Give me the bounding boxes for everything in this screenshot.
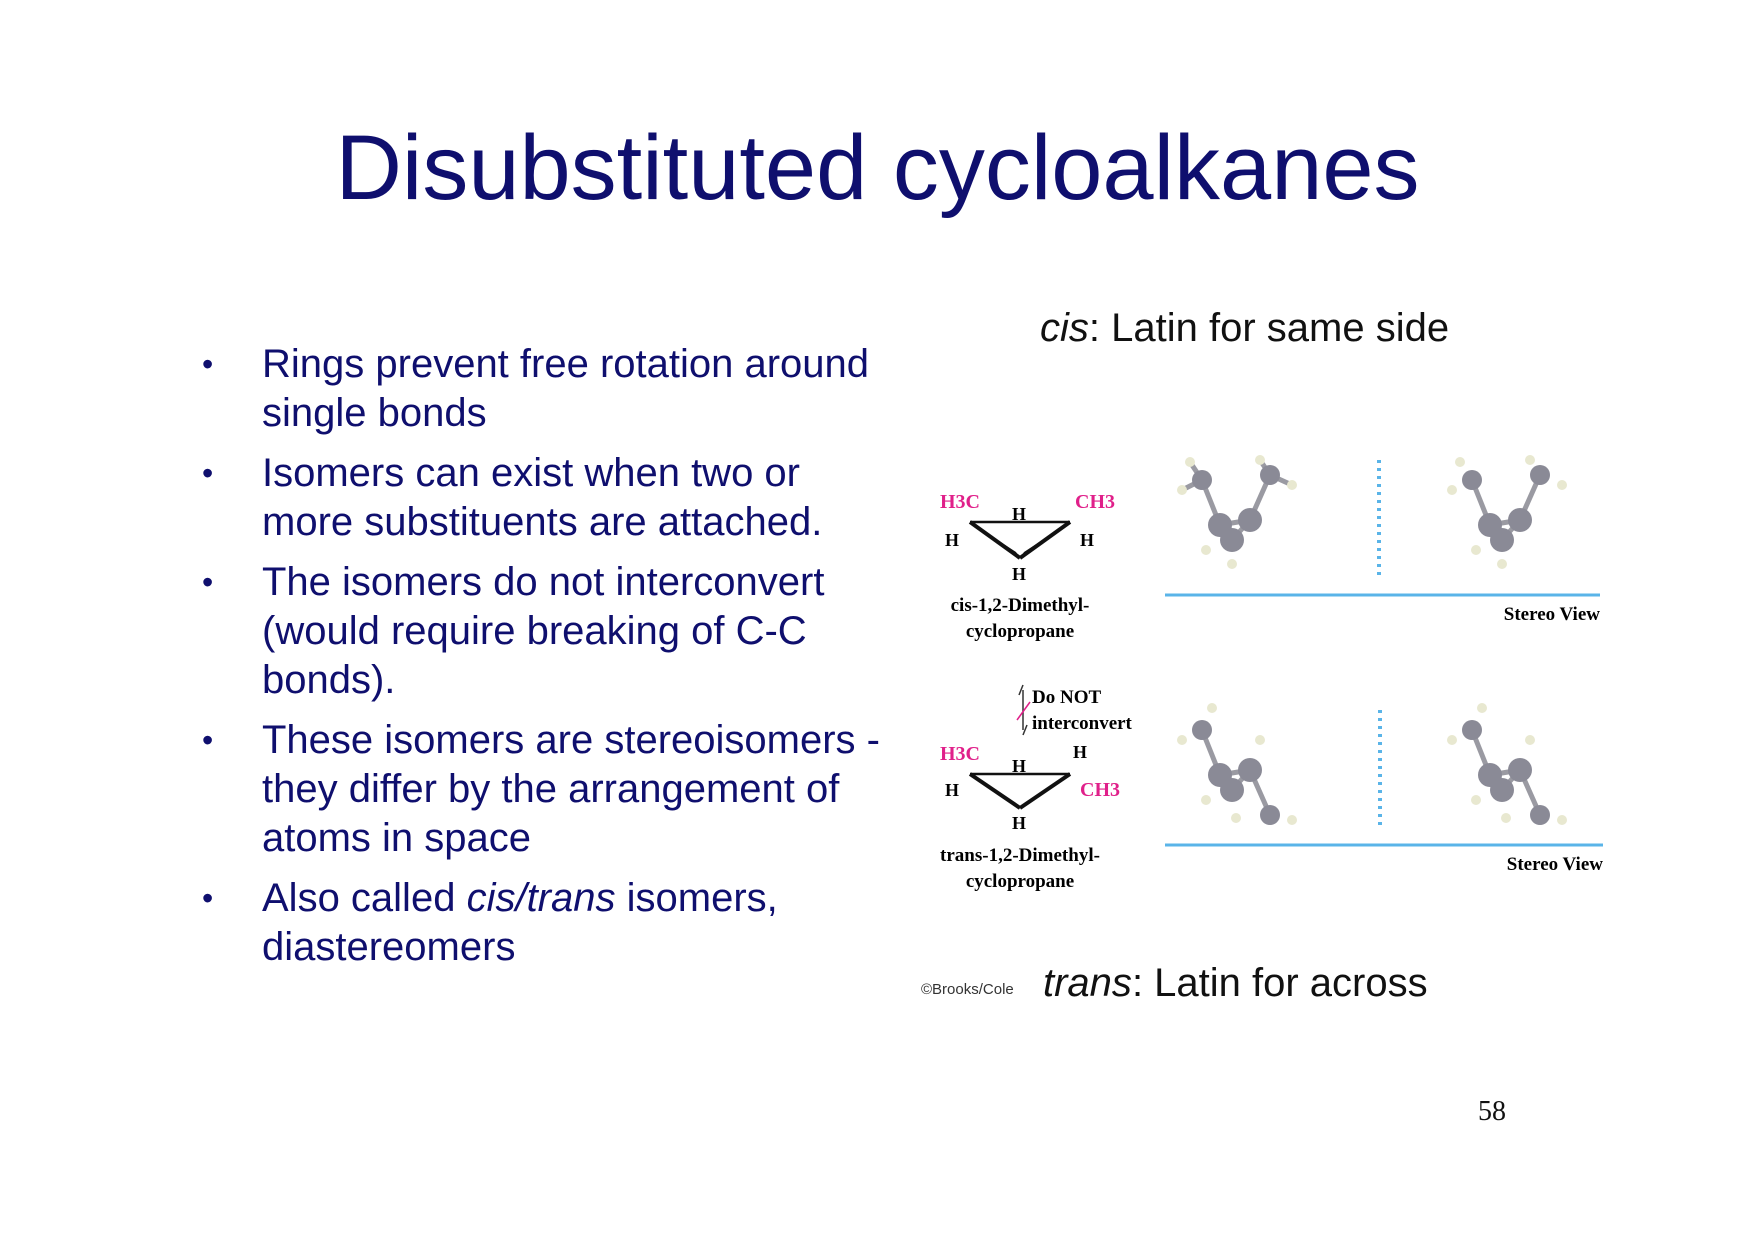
trans-h-upper-right: H — [1073, 742, 1087, 762]
trans-definition: : Latin for across — [1131, 961, 1428, 1005]
ring-bond — [1018, 772, 1072, 810]
trans-structure: H3C H H H CH3 H trans-1,2-Dimethyl- cycl… — [940, 742, 1120, 892]
cis-name-line2: cyclopropane — [966, 621, 1074, 642]
trans-term: trans — [1043, 961, 1132, 1005]
trans-h-top: H — [1012, 756, 1026, 776]
trans-name-line2: cyclopropane — [966, 871, 1074, 892]
trans-h-left: H — [945, 780, 959, 800]
cis-stereo-view-label: Stereo View — [1504, 604, 1600, 625]
bullet-text: Rings prevent free rotation around singl… — [262, 342, 870, 435]
bullet-item: • Rings prevent free rotation around sing… — [190, 340, 890, 438]
trans-ball-stick-left — [1177, 703, 1297, 825]
bullet-text: These isomers are stereoisomers - they d… — [262, 718, 880, 860]
bullet-text: Also called — [262, 876, 467, 920]
bullet-text: The isomers do not interconvert (would r… — [262, 560, 825, 702]
trans-ch3-label: CH3 — [1080, 779, 1120, 801]
interconvert-label: interconvert — [1032, 713, 1133, 734]
cis-h-right: H — [1080, 530, 1094, 550]
cis-definition: : Latin for same side — [1088, 306, 1450, 350]
bullet-item: • These isomers are stereoisomers - they … — [190, 716, 890, 863]
cis-name-line1: cis-1,2-Dimethyl- — [951, 595, 1090, 616]
page-number: 58 — [1478, 1096, 1506, 1127]
cis-caption: cis: Latin for same side — [1040, 306, 1449, 351]
trans-caption: trans: Latin for across — [1043, 961, 1428, 1006]
ring-bond — [1018, 520, 1072, 560]
bullet-dot: • — [202, 722, 214, 758]
trans-h3c-label: H3C — [940, 743, 980, 765]
slide-title: Disubstituted cycloalkanes — [335, 117, 1420, 219]
cis-ball-stick-left — [1177, 455, 1297, 569]
bullet-text: Isomers can exist when two or more subst… — [262, 451, 823, 544]
image-credit: ©Brooks/Cole — [921, 981, 1014, 998]
cis-h3c-label: H3C — [940, 491, 980, 513]
trans-stereo-view-label: Stereo View — [1507, 854, 1603, 875]
trans-name-line1: trans-1,2-Dimethyl- — [940, 845, 1100, 866]
cis-ch3-label: CH3 — [1075, 491, 1115, 513]
cis-structure: H3C CH3 H H H H cis-1,2-Dimethyl- cyclop… — [940, 491, 1115, 642]
bullet-dot: • — [202, 880, 214, 916]
stereoisomer-figure: H3C CH3 H H H H cis-1,2-Dimethyl- cyclop… — [940, 455, 1603, 892]
bullet-emphasis: cis/trans — [466, 876, 616, 920]
bullet-item: • Isomers can exist when two or more subs… — [190, 449, 890, 547]
do-not-label: Do NOT — [1032, 687, 1101, 708]
trans-ball-stick-right — [1447, 703, 1567, 825]
interconvert-arrow — [1016, 684, 1031, 736]
bullet-dot: • — [202, 346, 214, 382]
cis-h-bottom: H — [1012, 564, 1026, 584]
cis-h-top: H — [1012, 504, 1026, 524]
bullet-dot: • — [202, 564, 214, 600]
bullet-dot: • — [202, 455, 214, 491]
cis-term: cis — [1040, 306, 1089, 350]
bullet-item: • Also called cis/trans isomers, diastere… — [190, 874, 890, 972]
bullet-item: • The isomers do not interconvert (would … — [190, 558, 890, 705]
bullet-text: isomers, diastereomers — [262, 876, 778, 969]
bullet-list: • Rings prevent free rotation around sing… — [190, 340, 890, 983]
ring-bond — [968, 772, 1022, 810]
cis-ball-stick-right — [1447, 455, 1567, 569]
cis-h-left: H — [945, 530, 959, 550]
trans-h-bottom: H — [1012, 813, 1026, 833]
ring-bond — [968, 520, 1022, 560]
